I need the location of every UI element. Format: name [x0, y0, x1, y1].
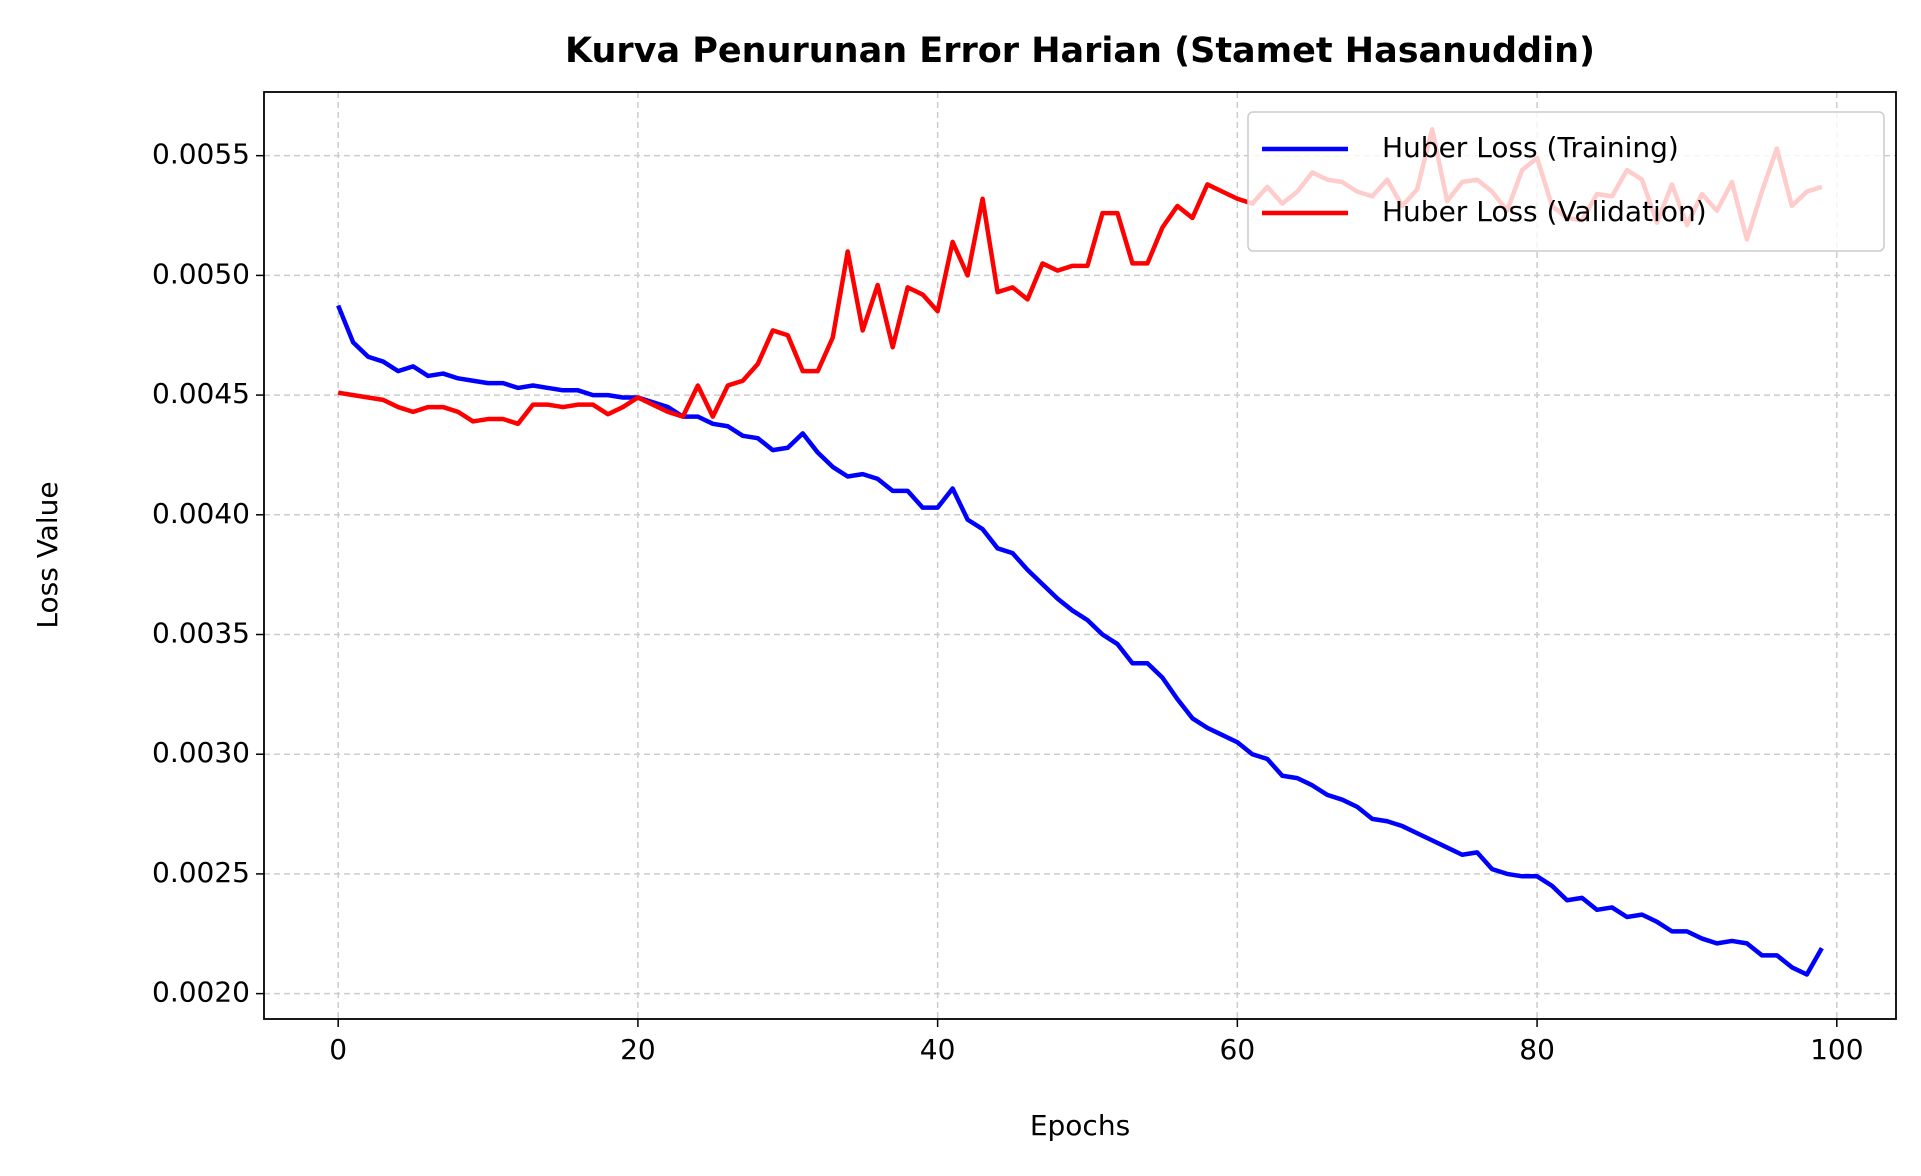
- legend: Huber Loss (Training) Huber Loss (Validat…: [1247, 111, 1885, 252]
- y-axis-label: Loss Value: [31, 481, 64, 628]
- y-tick-label: 0.0030: [152, 736, 250, 769]
- y-tick-label: 0.0045: [152, 377, 250, 410]
- plot-frame: [263, 91, 1897, 1020]
- y-tick-label: 0.0020: [152, 976, 250, 1009]
- x-tick-label: 20: [620, 1033, 656, 1066]
- x-tick-label: 0: [329, 1033, 347, 1066]
- x-tick-label: 100: [1810, 1033, 1863, 1066]
- y-tick-label: 0.0055: [152, 138, 250, 171]
- x-tick-label: 60: [1220, 1033, 1256, 1066]
- y-tick-label: 0.0040: [152, 497, 250, 530]
- chart-title: Kurva Penurunan Error Harian (Stamet Has…: [565, 31, 1595, 71]
- x-axis-label: Epochs: [1030, 1109, 1130, 1142]
- x-tick-label: 80: [1519, 1033, 1555, 1066]
- x-tick-label: 40: [920, 1033, 956, 1066]
- legend-box: [1247, 111, 1885, 252]
- y-tick-label: 0.0050: [152, 257, 250, 290]
- line-series: [336, 304, 1824, 977]
- legend-label: Huber Loss (Validation): [1382, 195, 1707, 228]
- y-tick-label: 0.0035: [152, 617, 250, 650]
- y-tick-label: 0.0025: [152, 856, 250, 889]
- legend-label: Huber Loss (Training): [1382, 131, 1679, 164]
